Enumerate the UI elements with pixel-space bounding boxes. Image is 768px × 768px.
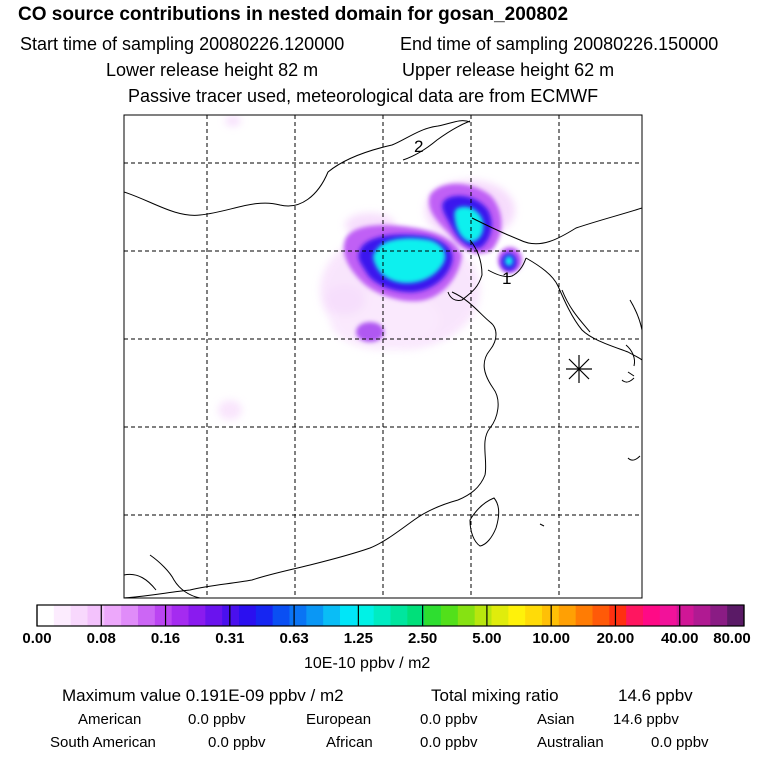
colorbar-swatch — [188, 605, 206, 626]
colorbar-tick-label: 0.63 — [279, 630, 309, 647]
colorbar-swatch — [306, 605, 324, 626]
upper-release-height: Upper release height 62 m — [402, 60, 615, 80]
colorbar-swatch — [239, 605, 257, 626]
total-mixing-ratio-value: 14.6 ppbv — [618, 686, 693, 705]
concentration-field — [218, 116, 522, 420]
european-label: European — [306, 711, 372, 728]
colorbar-swatch — [474, 605, 492, 626]
site-label-2: 2 — [414, 137, 423, 156]
colorbar-swatch — [222, 605, 240, 626]
plot-title: CO source contributions in nested domain… — [18, 4, 569, 25]
colorbar-swatch — [592, 605, 610, 626]
asian-label: Asian — [537, 711, 575, 728]
colorbar-swatch — [626, 605, 644, 626]
colorbar-swatch — [525, 605, 543, 626]
colorbar-swatch — [289, 605, 307, 626]
colorbar-swatch — [508, 605, 526, 626]
colorbar-tick-label: 20.00 — [596, 630, 635, 647]
maximum-value: Maximum value 0.191E-09 ppbv / m2 — [62, 686, 344, 705]
colorbar-swatch — [558, 605, 577, 626]
american-value: 0.0 ppbv — [188, 711, 246, 728]
colorbar-swatch — [659, 605, 678, 626]
colorbar-tick-label: 0.00 — [22, 630, 52, 647]
colorbar-swatch — [575, 605, 593, 626]
south-american-label: South American — [50, 734, 156, 751]
colorbar-frame — [36, 604, 745, 627]
end-time-label: End time of sampling 20080226.150000 — [400, 34, 719, 54]
coastlines — [124, 120, 642, 598]
colorbar-tick-label: 10.00 — [532, 630, 570, 647]
receptor-site-icon — [566, 355, 592, 383]
colorbar-swatch — [609, 605, 627, 626]
colorbar-swatch — [407, 605, 425, 626]
colorbar-tick-label: 0.08 — [86, 630, 116, 647]
colorbar — [36, 605, 745, 626]
colorbar-swatch — [424, 605, 442, 626]
colorbar-swatch — [356, 605, 375, 626]
african-label: African — [326, 734, 373, 751]
lower-release-height: Lower release height 82 m — [106, 60, 319, 80]
colorbar-swatch — [37, 605, 55, 626]
site-label-1: 1 — [502, 269, 511, 288]
colorbar-swatch — [205, 605, 223, 626]
colorbar-tick-label: 40.00 — [660, 630, 699, 647]
colorbar-swatch — [272, 605, 290, 626]
colorbar-swatch — [457, 605, 476, 626]
colorbar-swatch — [643, 605, 661, 626]
colorbar-swatch — [138, 605, 156, 626]
colorbar-tick-label: 0.31 — [215, 630, 245, 647]
colorbar-tick-label: 80.00 — [713, 630, 751, 647]
colorbar-swatch — [87, 605, 105, 626]
colorbar-swatch — [491, 605, 509, 626]
colorbar-swatch — [255, 605, 274, 626]
australian-label: Australian — [537, 734, 604, 751]
map-frame — [123, 114, 643, 599]
colorbar-tick-label: 5.00 — [472, 630, 502, 647]
total-mixing-ratio-label: Total mixing ratio — [431, 686, 559, 705]
colorbar-tick-label: 1.25 — [343, 630, 373, 647]
colorbar-tick-label: 0.16 — [150, 630, 181, 647]
colorbar-swatch — [70, 605, 88, 626]
european-value: 0.0 ppbv — [420, 711, 478, 728]
colorbar-swatch — [676, 605, 694, 626]
colorbar-swatch — [53, 605, 72, 626]
american-label: American — [78, 711, 142, 728]
colorbar-swatch — [710, 605, 728, 626]
colorbar-swatch — [171, 605, 189, 626]
colorbar-swatch — [104, 605, 122, 626]
tracer-note: Passive tracer used, meteorological data… — [128, 86, 599, 106]
start-time-label: Start time of sampling 20080226.120000 — [20, 34, 345, 54]
colorbar-swatch — [323, 605, 341, 626]
colorbar-swatch — [693, 605, 711, 626]
colorbar-swatch — [441, 605, 459, 626]
colorbar-swatch — [373, 605, 391, 626]
colorbar-swatch — [154, 605, 173, 626]
south-american-value: 0.0 ppbv — [208, 734, 266, 751]
colorbar-swatch — [121, 605, 139, 626]
colorbar-swatch — [727, 605, 745, 626]
african-value: 0.0 ppbv — [420, 734, 478, 751]
colorbar-tick-label: 2.50 — [408, 630, 438, 647]
asian-value: 14.6 ppbv — [613, 711, 679, 728]
colorbar-swatch — [340, 605, 358, 626]
australian-value: 0.0 ppbv — [651, 734, 709, 751]
colorbar-unit: 10E-10 ppbv / m2 — [304, 655, 431, 672]
colorbar-swatch — [390, 605, 408, 626]
lat-lon-grid — [124, 115, 642, 598]
